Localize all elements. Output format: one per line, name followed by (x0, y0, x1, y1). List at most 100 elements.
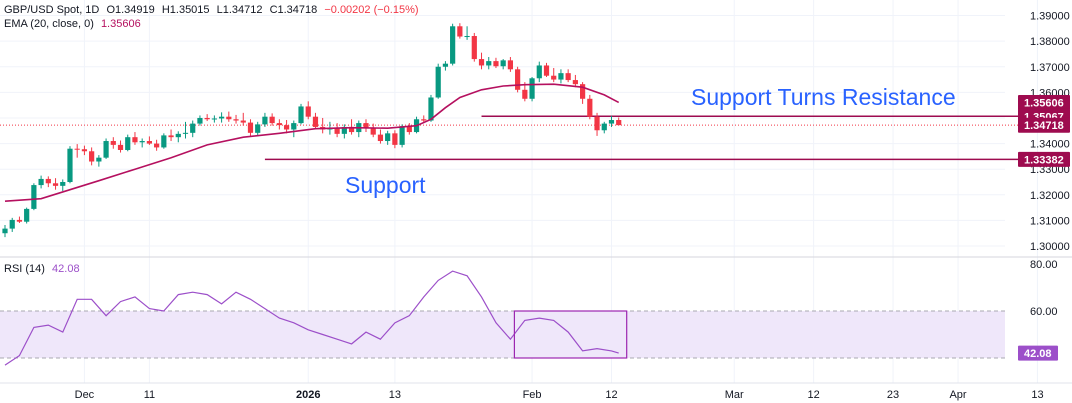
candle-54 (392, 130, 398, 149)
candle-body (348, 126, 355, 133)
candle-body (226, 116, 232, 120)
candle-body (197, 117, 203, 124)
candle-49 (356, 120, 362, 138)
candle-10 (74, 144, 80, 158)
candle-27 (197, 115, 203, 126)
time-axis: Dec 11 2026 13 Feb 12 Mar 12 23 Apr 13 (75, 389, 1044, 401)
candle-body (9, 219, 15, 229)
ohlc-legend: GBP/USD Spot, 1D O1.34919 H1.35015 L1.34… (4, 4, 423, 17)
change-value: −0.00202 (−0.15%) (324, 4, 419, 16)
price-axis: 1.390001.380001.370001.360001.350001.340… (1018, 11, 1070, 361)
rsi-legend: RSI (14) 42.08 (4, 263, 84, 276)
candle-46 (334, 123, 340, 138)
time-tick-label-5: 12 (605, 389, 617, 401)
time-tick-label-1: 11 (144, 389, 155, 401)
ema-line (4, 83, 620, 202)
candle-33 (240, 112, 246, 126)
candle-body (52, 183, 59, 186)
candle-55 (399, 124, 405, 148)
candle-body (31, 185, 37, 209)
candle-body (190, 123, 196, 133)
candle-62 (450, 23, 456, 66)
candle-body (522, 89, 528, 99)
candle-body (529, 78, 535, 99)
time-tick-label-7: 12 (808, 389, 820, 401)
candle-body (305, 106, 311, 117)
candle-59 (428, 94, 434, 122)
candle-38 (276, 119, 282, 130)
price-tick-label-6: 1.33000 (1030, 164, 1070, 176)
candle-body (587, 98, 593, 117)
candle-body (536, 65, 542, 79)
candle-body (96, 157, 102, 162)
candle-20 (146, 136, 152, 145)
candle-11 (81, 145, 88, 156)
ema-legend-label: EMA (20, close, 0) (4, 18, 94, 30)
candle-body (204, 117, 210, 120)
candle-18 (132, 132, 138, 145)
candle-body (486, 61, 492, 66)
candle-1 (9, 217, 15, 232)
rsi-legend-label: RSI (14) (4, 263, 45, 275)
time-tick-label-0: Dec (75, 389, 95, 401)
candle-65 (471, 32, 477, 62)
candle-body (442, 63, 449, 67)
candle-body (572, 80, 578, 85)
candle-body (24, 208, 30, 222)
candle-50 (363, 119, 369, 133)
candle-body (161, 135, 167, 148)
candle-35 (255, 121, 261, 137)
candle-body (543, 65, 550, 76)
candle-68 (493, 57, 499, 69)
candle-74 (536, 61, 542, 83)
price-tick-label-9: 1.30000 (1030, 241, 1070, 253)
candle-31 (226, 111, 232, 122)
candlestick-series (2, 23, 622, 238)
candle-body (334, 127, 340, 134)
rsi-highlight-box (513, 310, 628, 359)
candle-body (255, 124, 261, 133)
candle-body (515, 69, 521, 90)
rsi-legend-value: 42.08 (52, 263, 80, 275)
candle-85 (616, 117, 622, 126)
candle-body (363, 123, 369, 129)
price-label-text: 1.34718 (1024, 120, 1064, 132)
candle-22 (161, 133, 167, 149)
candle-body (38, 178, 44, 186)
high-value: H1.35015 (161, 4, 210, 16)
candle-body (558, 73, 564, 80)
candle-body (16, 219, 23, 222)
candle-70 (507, 57, 513, 72)
candle-body (435, 66, 441, 98)
candle-71 (515, 66, 521, 93)
candle-12 (89, 147, 95, 166)
candle-body (399, 126, 405, 145)
close-value: C1.34718 (269, 4, 318, 16)
candle-body (168, 135, 174, 138)
candle-4 (31, 183, 37, 211)
candle-21 (154, 139, 160, 151)
candle-body (60, 182, 66, 186)
price-tick-label-2: 1.37000 (1030, 62, 1070, 74)
candle-body (125, 137, 131, 150)
rsi-tick-label-1: 60.00 (1030, 306, 1058, 318)
candle-53 (385, 130, 391, 145)
candle-body (507, 60, 513, 70)
time-tick-label-2: 2026 (296, 389, 320, 401)
candle-body (551, 75, 557, 80)
candle-body (262, 116, 268, 125)
candle-37 (269, 113, 275, 126)
candle-body (421, 119, 427, 121)
candle-body (139, 141, 145, 143)
candle-body (377, 134, 384, 142)
candle-25 (182, 121, 189, 139)
candle-body (67, 148, 73, 183)
candle-80 (580, 82, 586, 104)
candle-16 (117, 140, 124, 153)
candle-7 (52, 178, 59, 190)
candle-78 (565, 69, 571, 83)
support-resistance-lines (0, 115, 1020, 161)
candle-82 (594, 112, 600, 136)
candle-34 (247, 119, 254, 136)
symbol-label: GBP/USD Spot, 1D (4, 4, 100, 16)
